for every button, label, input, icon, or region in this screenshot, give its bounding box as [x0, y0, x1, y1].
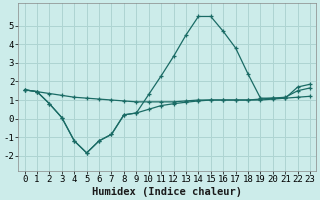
X-axis label: Humidex (Indice chaleur): Humidex (Indice chaleur): [92, 186, 242, 197]
